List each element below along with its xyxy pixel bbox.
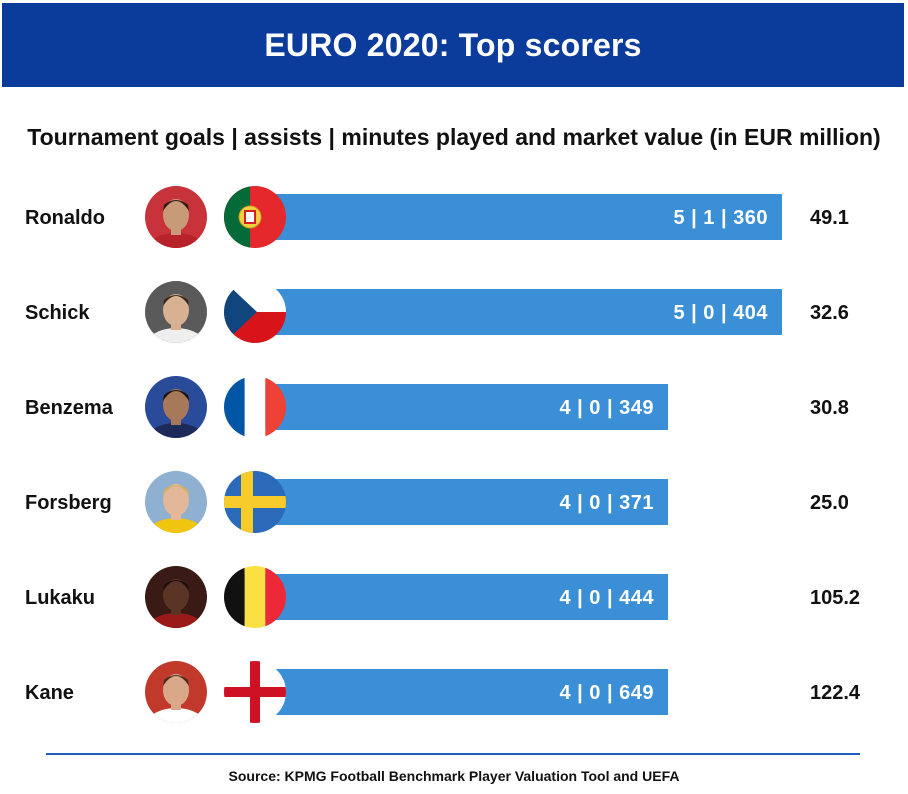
player-name: Schick [25, 302, 90, 324]
czech-flag-icon [224, 281, 286, 343]
schick-avatar [145, 281, 207, 343]
top-scorers-bar-chart: Ronaldo 5 | 1 | 360 49.1 Schick 5 | 0 | 404 3… [25, 186, 861, 723]
sweden-flag-icon [224, 471, 286, 533]
bar [240, 289, 782, 335]
chart-subtitle: Tournament goals | assists | minutes pla… [27, 124, 881, 150]
portugal-flag-icon [224, 186, 286, 248]
bar-label: 4 | 0 | 649 [559, 682, 654, 704]
source-note: Source: KPMG Football Benchmark Player V… [228, 768, 680, 784]
market-value-label: 32.6 [810, 302, 849, 324]
chart-row: Lukaku 4 | 0 | 444 105.2 [25, 566, 860, 628]
bar-label: 5 | 0 | 404 [673, 302, 768, 324]
benzema-avatar [145, 376, 207, 438]
player-name: Lukaku [25, 587, 95, 609]
bar [240, 194, 782, 240]
player-name: Forsberg [25, 492, 112, 514]
lukaku-avatar [145, 566, 207, 628]
player-name: Benzema [25, 397, 114, 419]
player-name: Ronaldo [25, 207, 105, 229]
bar [240, 384, 668, 430]
bar [240, 669, 668, 715]
bar-label: 4 | 0 | 371 [559, 492, 654, 514]
market-value-label: 105.2 [810, 587, 860, 609]
market-value-label: 25.0 [810, 492, 849, 514]
title-banner: EURO 2020: Top scorers [2, 3, 904, 87]
ronaldo-avatar [145, 186, 207, 248]
bar-label: 5 | 1 | 360 [673, 207, 768, 229]
kane-avatar [145, 661, 207, 723]
chart-row: Schick 5 | 0 | 404 32.6 [25, 281, 849, 343]
market-value-label: 122.4 [810, 682, 861, 704]
bar [240, 574, 668, 620]
bar [240, 479, 668, 525]
forsberg-avatar [145, 471, 207, 533]
market-value-label: 49.1 [810, 207, 849, 229]
england-flag-icon [224, 661, 286, 723]
chart-row: Kane 4 | 0 | 649 122.4 [25, 661, 861, 723]
bar-label: 4 | 0 | 349 [559, 397, 654, 419]
france-flag-icon [224, 376, 286, 438]
chart-row: Benzema 4 | 0 | 349 30.8 [25, 376, 849, 438]
belgium-flag-icon [224, 566, 286, 628]
player-name: Kane [25, 682, 74, 704]
chart-row: Ronaldo 5 | 1 | 360 49.1 [25, 186, 849, 248]
market-value-label: 30.8 [810, 397, 849, 419]
footer-divider [46, 753, 860, 755]
bar-label: 4 | 0 | 444 [559, 587, 654, 609]
chart-row: Forsberg 4 | 0 | 371 25.0 [25, 471, 849, 533]
page-title: EURO 2020: Top scorers [264, 26, 642, 63]
